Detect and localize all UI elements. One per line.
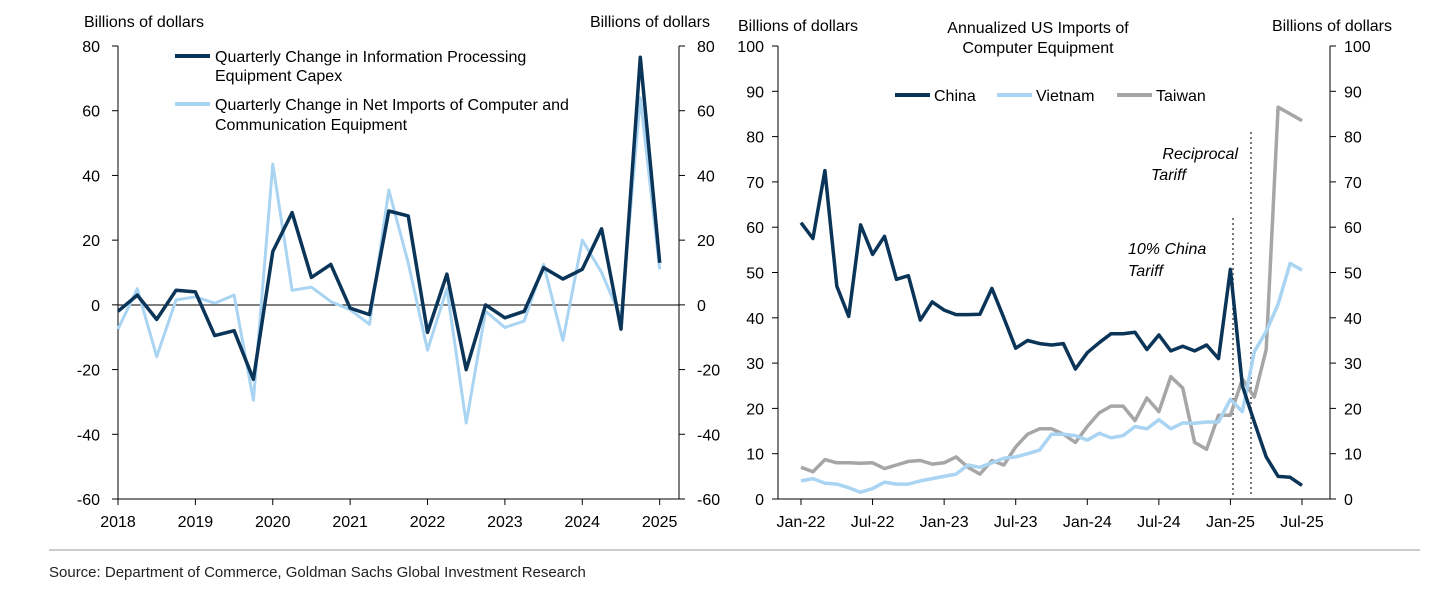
china-tariff-annotation: 10% China Tariff <box>1128 241 1206 280</box>
right-chart-title-line2: Computer Equipment <box>962 40 1114 57</box>
left-chart-series <box>116 55 662 425</box>
left-chart-left-tick-label: -60 <box>77 492 100 509</box>
right-chart-legend: China Vietnam Taiwan <box>895 88 1206 105</box>
left-chart-x-tick-label: 2019 <box>178 514 214 531</box>
right-chart-x-tick-label: Jan-23 <box>920 514 969 531</box>
left-chart-legend: Quarterly Change in Information Processi… <box>175 49 569 134</box>
china-tariff-label-line2: Tariff <box>1128 263 1165 280</box>
right-chart-left-tick-label: 30 <box>746 356 764 373</box>
left-chart-right-tick-label: 20 <box>697 233 715 250</box>
right-chart-right-tick-label: 40 <box>1344 311 1362 328</box>
left-chart-left-tick-label: 60 <box>82 104 100 121</box>
legend-label-capex-line1: Quarterly Change in Information Processi… <box>215 49 526 66</box>
right-chart-x-tick-label: Jul-24 <box>1137 514 1181 531</box>
left-chart-x-tick-label: 2022 <box>410 514 446 531</box>
right-chart-x-tick-label: Jan-25 <box>1206 514 1255 531</box>
reciprocal-tariff-label-line1: Reciprocal <box>1162 146 1238 163</box>
left-chart-left-axis-label: Billions of dollars <box>84 14 204 31</box>
left-chart-right-tick-label: 40 <box>697 168 715 185</box>
right-chart-left-tick-label: 70 <box>746 175 764 192</box>
left-chart-x-tick-label: 2024 <box>564 514 600 531</box>
right-chart-left-tick-label: 20 <box>746 401 764 418</box>
reciprocal-tariff-label-line2: Tariff <box>1151 167 1188 184</box>
left-chart-left-tick-label: -40 <box>77 427 100 444</box>
right-chart: Billions of dollars Billions of dollars … <box>737 18 1392 531</box>
right-chart-left-tick-label: 90 <box>746 84 764 101</box>
right-chart-x-tick-label: Jul-22 <box>851 514 895 531</box>
right-chart-series <box>799 105 1303 494</box>
right-chart-left-axis-label: Billions of dollars <box>738 18 858 35</box>
legend-label-taiwan: Taiwan <box>1156 88 1206 105</box>
right-chart-series-line-china <box>799 168 1303 487</box>
left-chart-right-tick-label: -60 <box>697 492 720 509</box>
china-tariff-label-line1: 10% China <box>1128 241 1206 258</box>
right-chart-right-tick-label: 60 <box>1344 220 1362 237</box>
right-chart-x-tick-label: Jan-24 <box>1063 514 1112 531</box>
left-chart-series-line-1 <box>116 96 662 425</box>
legend-label-china: China <box>934 88 976 105</box>
left-chart-x-ticks: 2018 2019 2020 2021 2022 2023 2024 2025 <box>100 499 678 531</box>
reciprocal-tariff-annotation: Reciprocal Tariff <box>1151 146 1238 184</box>
left-chart-left-tick-label: 80 <box>82 39 100 56</box>
right-chart-x-tick-label: Jul-25 <box>1280 514 1324 531</box>
right-chart-right-tick-label: 80 <box>1344 130 1362 147</box>
left-chart-right-axis-label: Billions of dollars <box>590 14 710 31</box>
right-chart-x-ticks: Jan-22 Jul-22 Jan-23 Jul-23 Jan-24 Jul-24 Jan-… <box>777 499 1324 531</box>
right-chart-x-tick-label: Jul-23 <box>994 514 1038 531</box>
legend-label-net-imports-line2: Communication Equipment <box>215 117 408 134</box>
left-chart-x-tick-label: 2020 <box>255 514 291 531</box>
right-chart-left-tick-label: 60 <box>746 220 764 237</box>
legend-label-capex-line2: Equipment Capex <box>215 68 342 85</box>
right-chart-series-line-vietnam <box>800 261 1303 494</box>
right-chart-right-axis-label: Billions of dollars <box>1272 18 1392 35</box>
right-chart-right-tick-label: 10 <box>1344 447 1362 464</box>
right-chart-right-tick-label: 20 <box>1344 401 1362 418</box>
left-chart-right-tick-label: 80 <box>697 39 715 56</box>
right-chart-right-tick-label: 100 <box>1344 39 1371 56</box>
right-chart-right-tick-label: 50 <box>1344 266 1362 283</box>
left-chart: Billions of dollars Billions of dollars … <box>77 14 720 531</box>
left-chart-right-tick-label: 0 <box>697 298 706 315</box>
left-chart-right-tick-label: -40 <box>697 427 720 444</box>
left-chart-x-tick-label: 2025 <box>642 514 678 531</box>
left-chart-right-tick-label: -20 <box>697 363 720 380</box>
left-chart-x-tick-label: 2018 <box>100 514 136 531</box>
legend-label-net-imports-line1: Quarterly Change in Net Imports of Compu… <box>215 97 569 114</box>
left-chart-right-tick-label: 60 <box>697 104 715 121</box>
left-chart-left-tick-label: 20 <box>82 233 100 250</box>
right-chart-right-tick-label: 70 <box>1344 175 1362 192</box>
right-chart-left-tick-label: 10 <box>746 447 764 464</box>
right-chart-left-tick-label: 0 <box>755 492 764 509</box>
left-chart-left-tick-label: 0 <box>91 298 100 315</box>
source-note: Source: Department of Commerce, Goldman … <box>49 564 586 581</box>
right-chart-left-tick-label: 100 <box>737 39 764 56</box>
right-chart-left-tick-label: 80 <box>746 130 764 147</box>
left-chart-x-tick-label: 2023 <box>487 514 523 531</box>
right-chart-right-tick-label: 0 <box>1344 492 1353 509</box>
left-chart-left-tick-label: 40 <box>82 168 100 185</box>
left-chart-series-line-0 <box>116 55 662 382</box>
legend-label-vietnam: Vietnam <box>1036 88 1094 105</box>
left-chart-left-tick-label: -20 <box>77 363 100 380</box>
right-chart-right-tick-label: 90 <box>1344 84 1362 101</box>
right-chart-series-line-taiwan <box>800 105 1303 476</box>
right-chart-right-tick-label: 30 <box>1344 356 1362 373</box>
right-chart-x-tick-label: Jan-22 <box>777 514 826 531</box>
right-chart-title-line1: Annualized US Imports of <box>947 20 1129 37</box>
left-chart-y-ticks: 80 80 60 60 40 40 20 20 0 0 -20 -20 -40 -40 -60 -60 <box>77 39 720 509</box>
right-chart-left-tick-label: 50 <box>746 266 764 283</box>
right-chart-left-tick-label: 40 <box>746 311 764 328</box>
left-chart-x-tick-label: 2021 <box>332 514 368 531</box>
